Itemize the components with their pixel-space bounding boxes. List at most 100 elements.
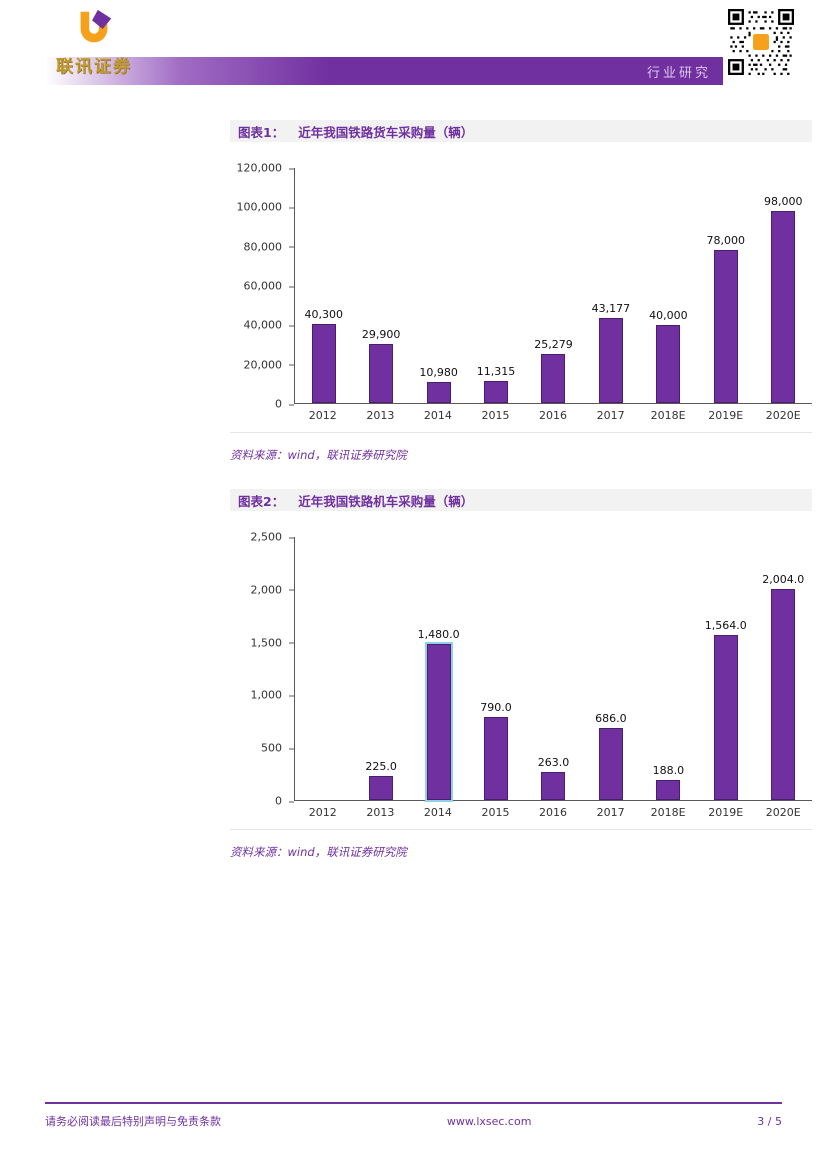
bar-2016 [541,772,566,800]
bar-2012 [311,324,336,403]
x-tick-label: 2016 [539,806,568,819]
x-tick-label: 2013 [366,409,395,422]
y-tick-label: 500 [261,741,294,755]
y-tick-label: 120,000 [236,161,294,175]
x-tick-label: 2014 [423,409,452,422]
figure-2-title-bar: 图表2： 近年我国铁路机车采购量（辆） [230,489,812,511]
x-tick-label: 2015 [481,409,510,422]
bar-2020E [771,211,796,403]
bar-value-label: 188.0 [652,764,685,778]
x-tick-label: 2017 [596,806,625,819]
bar-value-label: 790.0 [480,700,512,714]
freight-car-bar-chart: 0 20,000 40,000 60,000 80,000 100,000 120,000 4… [230,162,812,433]
x-tick-label: 2018E [650,409,686,422]
footer-website: www.lxsec.com [446,1114,532,1128]
report-body: 图表1： 近年我国铁路货车采购量（辆） 0 20,000 40,000 60,000 8… [230,120,812,860]
section-label: 行业研究 [646,65,711,81]
bar-2013 [369,776,394,800]
bar-value-label: 686.0 [595,711,627,725]
figure-1: 图表1： 近年我国铁路货车采购量（辆） 0 20,000 40,000 60,000 8… [230,120,812,463]
brand-logo-icon [80,9,112,43]
x-tick-label: 2014 [423,806,452,819]
bar-column-2012: 40,300 [295,168,352,403]
y-tick-label: 40,000 [243,318,294,332]
bar-column-2017: 686.0 [582,537,639,800]
bar-column-2016: 25,279 [525,168,582,403]
brand-logo: 联讯证券 [46,6,142,77]
figure-2-source: 资料来源：wind，联讯证券研究院 [230,845,407,859]
bar-column-2018E: 188.0 [640,537,697,800]
bar-value-label: 1,480.0 [417,628,460,642]
x-tick-label: 2012 [308,409,337,422]
bar-value-label: 43,177 [591,302,631,316]
bar-column-2019E: 78,000 [697,168,754,403]
bar-value-label: 29,900 [361,328,401,342]
y-tick-label: 1,500 [250,636,294,650]
figure-2: 图表2： 近年我国铁路机车采购量（辆） 0 500 1,000 1,500 2,000 2… [230,489,812,860]
figure-2-label: 图表2： [238,493,285,509]
bar-2017 [598,727,623,800]
bar-value-label: 78,000 [706,234,746,248]
bar-2015 [484,380,509,403]
x-tick-label: 2012 [308,806,337,819]
bar-2016 [541,353,566,403]
x-tick-label: 2017 [596,409,625,422]
bar-column-2013: 29,900 [352,168,409,403]
bar-2020E [771,589,796,800]
bar-2019E [713,635,738,800]
bar-column-2014: 1,480.0 [410,537,467,800]
y-tick-label: 0 [275,794,294,808]
figure-1-label: 图表1： [238,124,285,140]
bar-column-2014: 10,980 [410,168,467,403]
bar-column-2016: 263.0 [525,537,582,800]
locomotive-bar-chart: 0 500 1,000 1,500 2,000 2,500 225.0 1,480.0 790.… [230,531,812,830]
bar-column-2012 [295,537,352,800]
bar-value-label: 40,000 [649,308,688,322]
bar-value-label: 2,004.0 [762,573,805,587]
x-tick-label: 2015 [481,806,510,819]
figure-1-title-bar: 图表1： 近年我国铁路货车采购量（辆） [230,120,812,142]
y-tick-label: 60,000 [243,279,294,293]
bar-value-label: 98,000 [763,195,803,209]
x-tick-label: 2013 [366,806,395,819]
x-tick-label: 2019E [708,806,744,819]
x-tick-label: 2020E [765,409,801,422]
bar-2019E [713,250,738,403]
y-tick-label: 0 [275,397,294,411]
y-tick-label: 20,000 [243,358,294,372]
bar-2017 [598,318,623,403]
y-tick-label: 2,000 [250,583,294,597]
bar-2013 [369,344,394,403]
bar-column-2018E: 40,000 [640,168,697,403]
y-tick-label: 80,000 [243,240,294,254]
figure-1-source: 资料来源：wind，联讯证券研究院 [230,448,407,462]
page-footer: 请务必阅读最后特别声明与免责条款 www.lxsec.com 3 / 5 [45,1102,782,1129]
bar-value-label: 225.0 [365,760,397,774]
brand-name: 联讯证券 [56,57,132,77]
bar-value-label: 11,315 [476,364,516,378]
bar-column-2015: 790.0 [467,537,524,800]
x-tick-label: 2018E [650,806,686,819]
bar-column-2019E: 1,564.0 [697,537,754,800]
figure-1-title: 近年我国铁路货车采购量（辆） [298,124,474,140]
figure-2-title: 近年我国铁路机车采购量（辆） [298,493,474,509]
bar-value-label: 263.0 [537,756,570,770]
bar-2015 [484,716,509,800]
bar-column-2020E: 2,004.0 [755,537,812,800]
bar-2014 [426,381,451,403]
x-tick-label: 2019E [708,409,744,422]
footer-disclaimer: 请务必阅读最后特别声明与免责条款 [45,1115,221,1128]
y-tick-label: 2,500 [250,530,294,544]
bar-2018E [656,324,681,403]
y-tick-label: 100,000 [236,200,294,214]
footer-page-number: 3 / 5 [757,1114,782,1128]
bar-value-label: 10,980 [419,365,458,379]
bar-column-2015: 11,315 [467,168,524,403]
bar-2014 [426,644,451,800]
y-tick-label: 1,000 [250,688,294,702]
bar-value-label: 25,279 [534,337,573,351]
bar-2018E [656,780,681,800]
bar-column-2020E: 98,000 [755,168,812,403]
x-tick-label: 2020E [765,806,801,819]
bar-value-label: 1,564.0 [704,619,747,633]
